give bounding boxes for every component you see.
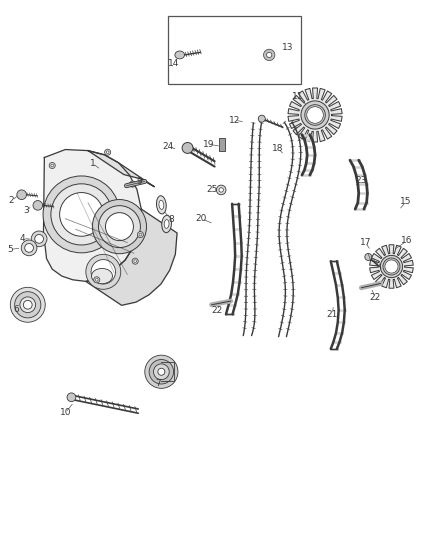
Text: 18: 18 bbox=[272, 144, 284, 153]
Text: 5: 5 bbox=[7, 245, 13, 254]
Ellipse shape bbox=[49, 163, 55, 168]
Ellipse shape bbox=[307, 107, 323, 123]
Ellipse shape bbox=[365, 253, 372, 261]
Text: 21: 21 bbox=[327, 310, 338, 319]
Text: 23: 23 bbox=[355, 176, 367, 185]
Text: 22: 22 bbox=[370, 293, 381, 302]
Text: 11: 11 bbox=[292, 92, 304, 101]
Ellipse shape bbox=[264, 50, 274, 60]
Text: 17: 17 bbox=[360, 238, 371, 247]
Text: 12: 12 bbox=[229, 116, 240, 125]
Ellipse shape bbox=[219, 188, 223, 192]
Polygon shape bbox=[86, 209, 177, 305]
Ellipse shape bbox=[94, 277, 100, 283]
Ellipse shape bbox=[92, 199, 147, 254]
Text: 19: 19 bbox=[203, 140, 214, 149]
Ellipse shape bbox=[20, 297, 35, 313]
Ellipse shape bbox=[105, 149, 111, 155]
Ellipse shape bbox=[182, 142, 193, 154]
FancyBboxPatch shape bbox=[219, 139, 225, 151]
Ellipse shape bbox=[31, 231, 47, 247]
Polygon shape bbox=[88, 151, 154, 187]
Text: 4: 4 bbox=[20, 235, 25, 244]
Ellipse shape bbox=[43, 176, 120, 253]
Ellipse shape bbox=[134, 260, 137, 262]
Ellipse shape bbox=[149, 360, 173, 384]
Ellipse shape bbox=[261, 46, 278, 63]
Ellipse shape bbox=[383, 258, 400, 275]
Polygon shape bbox=[288, 88, 342, 142]
Ellipse shape bbox=[301, 101, 329, 129]
Ellipse shape bbox=[158, 368, 165, 375]
Ellipse shape bbox=[11, 287, 45, 322]
Ellipse shape bbox=[35, 235, 43, 243]
Ellipse shape bbox=[130, 181, 136, 187]
Text: 2: 2 bbox=[9, 196, 14, 205]
Ellipse shape bbox=[162, 215, 171, 233]
Ellipse shape bbox=[138, 231, 144, 238]
Ellipse shape bbox=[33, 200, 42, 210]
Ellipse shape bbox=[139, 233, 142, 236]
Ellipse shape bbox=[92, 269, 113, 284]
Ellipse shape bbox=[385, 260, 398, 273]
Ellipse shape bbox=[67, 393, 76, 402]
Ellipse shape bbox=[86, 254, 121, 289]
Ellipse shape bbox=[305, 104, 325, 125]
Text: 10: 10 bbox=[60, 408, 71, 417]
Ellipse shape bbox=[175, 51, 184, 59]
Ellipse shape bbox=[164, 220, 169, 228]
Ellipse shape bbox=[145, 355, 178, 389]
Text: 9: 9 bbox=[137, 177, 142, 186]
Ellipse shape bbox=[17, 190, 26, 199]
Ellipse shape bbox=[131, 183, 134, 185]
Polygon shape bbox=[370, 245, 413, 288]
Ellipse shape bbox=[106, 213, 134, 240]
Ellipse shape bbox=[21, 240, 37, 256]
Text: 25: 25 bbox=[207, 185, 218, 195]
Ellipse shape bbox=[60, 192, 103, 236]
Text: 1: 1 bbox=[89, 159, 95, 168]
Ellipse shape bbox=[51, 164, 53, 167]
Text: 22: 22 bbox=[211, 305, 223, 314]
Ellipse shape bbox=[216, 185, 226, 195]
Ellipse shape bbox=[159, 200, 164, 209]
Ellipse shape bbox=[267, 52, 272, 58]
FancyBboxPatch shape bbox=[168, 15, 300, 84]
Ellipse shape bbox=[91, 260, 116, 284]
Ellipse shape bbox=[156, 196, 166, 214]
Text: 13: 13 bbox=[282, 43, 294, 52]
Ellipse shape bbox=[51, 184, 112, 245]
Text: 24: 24 bbox=[162, 142, 173, 151]
Ellipse shape bbox=[95, 278, 98, 281]
Ellipse shape bbox=[25, 244, 33, 252]
Ellipse shape bbox=[99, 206, 141, 248]
Text: 7: 7 bbox=[155, 379, 161, 388]
Polygon shape bbox=[43, 150, 141, 281]
Text: 6: 6 bbox=[14, 304, 19, 313]
Ellipse shape bbox=[380, 255, 403, 278]
Ellipse shape bbox=[264, 49, 275, 61]
Text: 15: 15 bbox=[400, 197, 412, 206]
Ellipse shape bbox=[23, 301, 32, 309]
Text: 16: 16 bbox=[401, 237, 413, 246]
Text: 8: 8 bbox=[168, 215, 174, 224]
Ellipse shape bbox=[153, 364, 169, 379]
Polygon shape bbox=[253, 38, 286, 71]
Text: 3: 3 bbox=[23, 206, 29, 215]
Text: 14: 14 bbox=[167, 59, 179, 68]
Ellipse shape bbox=[258, 115, 265, 122]
Ellipse shape bbox=[106, 151, 109, 154]
Ellipse shape bbox=[14, 292, 41, 318]
Ellipse shape bbox=[132, 258, 138, 264]
Text: 20: 20 bbox=[196, 214, 207, 223]
